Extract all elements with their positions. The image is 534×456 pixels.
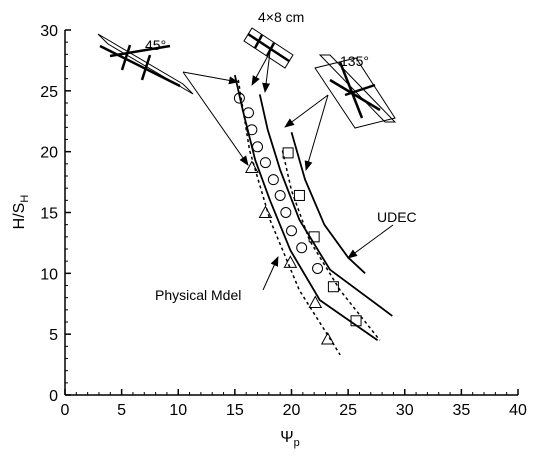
sketch-4x8	[243, 27, 294, 69]
y-tick-label: 0	[49, 388, 58, 405]
annotation: 4×8 cm	[258, 9, 304, 25]
point	[267, 174, 279, 186]
curve	[233, 74, 379, 341]
sketch-45	[97, 33, 194, 95]
arrows	[182, 51, 394, 291]
point	[283, 255, 298, 268]
annotation: 45°	[145, 37, 166, 53]
y-tick-label: 10	[40, 266, 58, 283]
sketch-135	[314, 54, 397, 129]
annotation: UDEC	[377, 209, 417, 225]
y-tick-label: 15	[40, 206, 58, 223]
y-tick-label: 20	[40, 145, 58, 162]
annotation: Physical Mdel	[155, 287, 241, 303]
x-tick-label: 0	[61, 402, 70, 419]
point	[282, 147, 294, 159]
point	[280, 207, 292, 218]
point	[258, 205, 273, 218]
x-tick-label: 5	[117, 402, 126, 419]
x-tick-label: 10	[169, 402, 187, 419]
curve	[258, 94, 393, 317]
x-tick-label: 20	[283, 402, 301, 419]
point	[327, 281, 339, 293]
x-axis-label: Ψp	[280, 429, 300, 449]
y-tick-label: 30	[40, 23, 58, 40]
point	[274, 189, 286, 201]
point	[293, 189, 305, 201]
y-tick-label: 25	[40, 84, 58, 101]
point	[286, 225, 297, 237]
point	[308, 295, 323, 309]
x-tick-label: 30	[396, 402, 414, 419]
point	[252, 141, 264, 153]
x-tick-label: 40	[509, 402, 527, 419]
curve	[290, 131, 366, 274]
annotation: 135°	[340, 53, 369, 69]
point	[296, 242, 308, 254]
x-tick-label: 25	[339, 402, 357, 419]
point	[259, 157, 271, 169]
point	[312, 262, 324, 274]
y-tick-label: 5	[49, 327, 58, 344]
x-tick-label: 35	[452, 402, 470, 419]
x-tick-label: 15	[226, 402, 244, 419]
y-axis-label: H/SH	[11, 195, 31, 230]
curve	[237, 79, 341, 356]
